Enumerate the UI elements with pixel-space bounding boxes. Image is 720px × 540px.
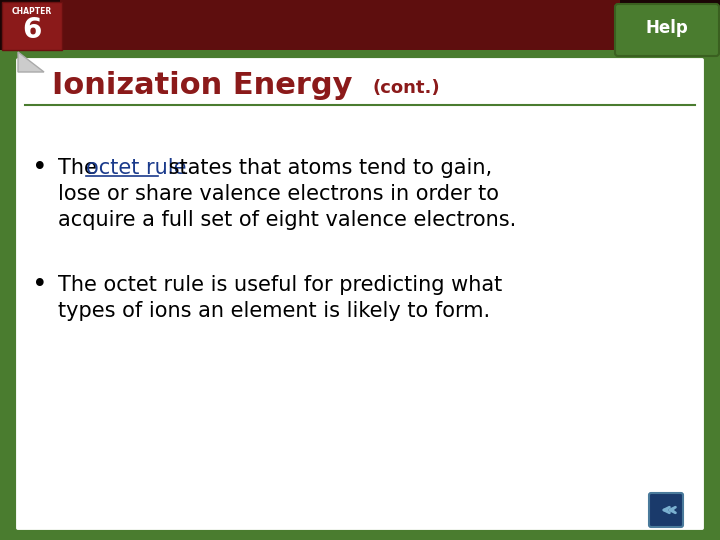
Text: octet rule: octet rule xyxy=(86,158,186,178)
Text: •: • xyxy=(32,272,48,298)
FancyBboxPatch shape xyxy=(615,4,719,56)
FancyBboxPatch shape xyxy=(2,2,62,50)
Text: CHAPTER: CHAPTER xyxy=(12,6,52,16)
Text: 6: 6 xyxy=(22,16,42,44)
Polygon shape xyxy=(18,52,44,72)
FancyBboxPatch shape xyxy=(14,56,706,532)
FancyBboxPatch shape xyxy=(649,493,683,527)
Text: acquire a full set of eight valence electrons.: acquire a full set of eight valence elec… xyxy=(58,210,516,230)
Text: types of ions an element is likely to form.: types of ions an element is likely to fo… xyxy=(58,301,490,321)
Text: (cont.): (cont.) xyxy=(372,79,440,97)
Text: Ionization Energy: Ionization Energy xyxy=(52,71,353,99)
Text: The octet rule is useful for predicting what: The octet rule is useful for predicting … xyxy=(58,275,503,295)
Text: lose or share valence electrons in order to: lose or share valence electrons in order… xyxy=(58,184,499,204)
FancyBboxPatch shape xyxy=(0,0,720,50)
FancyBboxPatch shape xyxy=(60,0,620,50)
Text: The: The xyxy=(58,158,104,178)
Text: states that atoms tend to gain,: states that atoms tend to gain, xyxy=(162,158,492,178)
Text: Help: Help xyxy=(646,19,688,37)
Text: •: • xyxy=(32,155,48,181)
